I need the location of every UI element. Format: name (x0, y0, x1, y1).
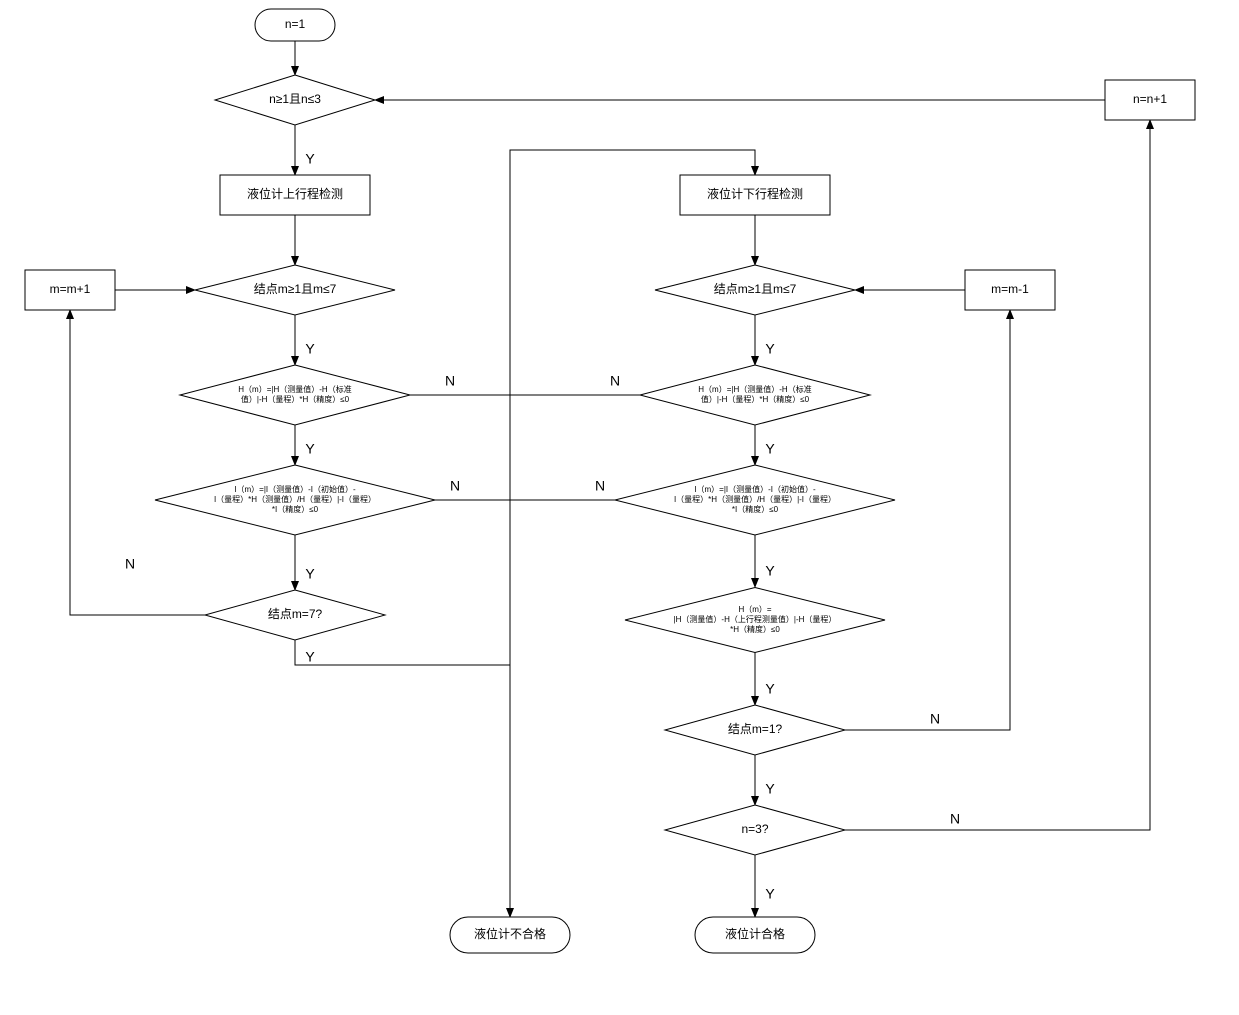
svg-text:n=n+1: n=n+1 (1133, 92, 1167, 106)
svg-text:液位计上行程检测: 液位计上行程检测 (247, 186, 343, 201)
svg-text:结点m=7?: 结点m=7? (268, 607, 323, 621)
edge-label-e19: N (950, 811, 960, 827)
edge-label-e13: Y (765, 563, 775, 579)
flowchart-diagram: YYYYNYYYYYYYNNNNNN n=1n≥1且n≤3液位计上行程检测液位计… (0, 0, 1239, 1015)
edge-label-e6: Y (305, 566, 315, 582)
node-d_r_m1: 结点m=1? (665, 705, 845, 755)
node-t_fail: 液位计不合格 (450, 917, 570, 953)
svg-text:*I（精度）≤0: *I（精度）≤0 (732, 504, 779, 514)
svg-text:值）|-H（量程）*H（精度）≤0: 值）|-H（量程）*H（精度）≤0 (241, 394, 350, 404)
edge-label-e15: Y (765, 781, 775, 797)
node-start_n1: n=1 (255, 9, 335, 41)
node-d_l_h: H（m）=|H（测量值）-H（标准值）|-H（量程）*H（精度）≤0 (180, 365, 410, 425)
svg-text:液位计合格: 液位计合格 (725, 926, 785, 941)
svg-text:n≥1且n≤3: n≥1且n≤3 (269, 92, 321, 106)
edge-label-e23: N (610, 373, 620, 389)
node-d_r_i: I（m）=|I（测量值）-I（初始值）-I（量程）*H（测量值）/H（量程）|-… (615, 465, 895, 535)
edge-e17 (845, 310, 1010, 730)
node-p_m_plus: m=m+1 (25, 270, 115, 310)
edge-label-e24: N (595, 478, 605, 494)
edge-label-e7: N (125, 556, 135, 572)
svg-text:H（m）=|H（测量值）-H（标准: H（m）=|H（测量值）-H（标准 (238, 384, 351, 394)
node-d_nrange: n≥1且n≤3 (215, 75, 375, 125)
edge-label-e2: Y (305, 151, 315, 167)
svg-text:m=m+1: m=m+1 (50, 282, 91, 296)
svg-text:值）|-H（量程）*H（精度）≤0: 值）|-H（量程）*H（精度）≤0 (701, 394, 810, 404)
svg-text:液位计不合格: 液位计不合格 (474, 926, 546, 941)
edge-e7 (70, 310, 205, 615)
node-d_l_i: I（m）=|I（测量值）-I（初始值）-I（量程）*H（测量值）/H（量程）|-… (155, 465, 435, 535)
node-p_up: 液位计上行程检测 (220, 175, 370, 215)
edge-label-e22: N (450, 478, 460, 494)
edge-label-e4: Y (305, 341, 315, 357)
edge-e21 (410, 395, 510, 917)
node-d_r_n3: n=3? (665, 805, 845, 855)
node-d_l_mrange: 结点m≥1且m≤7 (195, 265, 395, 315)
svg-text:I（m）=|I（测量值）-I（初始值）-: I（m）=|I（测量值）-I（初始值）- (694, 484, 816, 494)
node-t_pass: 液位计合格 (695, 917, 815, 953)
svg-text:I（量程）*H（测量值）/H（量程）|-I（量程）: I（量程）*H（测量值）/H（量程）|-I（量程） (674, 494, 836, 504)
svg-text:结点m≥1且m≤7: 结点m≥1且m≤7 (714, 282, 797, 296)
svg-text:n=1: n=1 (285, 17, 306, 31)
svg-text:*H（精度）≤0: *H（精度）≤0 (730, 624, 780, 634)
node-d_r_h: H（m）=|H（测量值）-H（标准值）|-H（量程）*H（精度）≤0 (640, 365, 870, 425)
svg-text:I（量程）*H（测量值）/H（量程）|-I（量程）: I（量程）*H（测量值）/H（量程）|-I（量程） (214, 494, 376, 504)
node-p_down: 液位计下行程检测 (680, 175, 830, 215)
edge-label-e14: Y (765, 681, 775, 697)
node-p_n_plus: n=n+1 (1105, 80, 1195, 120)
edges-group: Y Y Y Y N Y Y Y Y Y Y Y N N N N N N (70, 41, 1150, 917)
node-d_r_mrange: 结点m≥1且m≤7 (655, 265, 855, 315)
edge-label-e11: Y (765, 341, 775, 357)
edge-label-e21: N (445, 373, 455, 389)
edge-label-e9: Y (305, 649, 315, 665)
edge-label-e12: Y (765, 441, 775, 457)
svg-text:液位计下行程检测: 液位计下行程检测 (707, 186, 803, 201)
svg-text:*I（精度）≤0: *I（精度）≤0 (272, 504, 319, 514)
nodes-group: n=1n≥1且n≤3液位计上行程检测液位计下行程检测结点m≥1且m≤7结点m≥1… (25, 9, 1195, 953)
svg-text:I（m）=|I（测量值）-I（初始值）-: I（m）=|I（测量值）-I（初始值）- (234, 484, 356, 494)
svg-text:|H（测量值）-H（上行程测量值）|-H（量程）: |H（测量值）-H（上行程测量值）|-H（量程） (674, 614, 837, 624)
svg-text:m=m-1: m=m-1 (991, 282, 1029, 296)
svg-text:H（m）=: H（m）= (738, 605, 771, 614)
edge-label-e5: Y (305, 441, 315, 457)
edge-label-e16: Y (765, 886, 775, 902)
node-d_l_m7: 结点m=7? (205, 590, 385, 640)
svg-text:结点m=1?: 结点m=1? (728, 722, 783, 736)
svg-text:结点m≥1且m≤7: 结点m≥1且m≤7 (254, 282, 337, 296)
svg-text:n=3?: n=3? (741, 822, 768, 836)
node-d_r_h2: H（m）=|H（测量值）-H（上行程测量值）|-H（量程）*H（精度）≤0 (625, 588, 885, 653)
node-p_m_minus: m=m-1 (965, 270, 1055, 310)
edge-label-e17: N (930, 711, 940, 727)
edge-e19 (845, 120, 1150, 830)
svg-text:H（m）=|H（测量值）-H（标准: H（m）=|H（测量值）-H（标准 (698, 384, 811, 394)
